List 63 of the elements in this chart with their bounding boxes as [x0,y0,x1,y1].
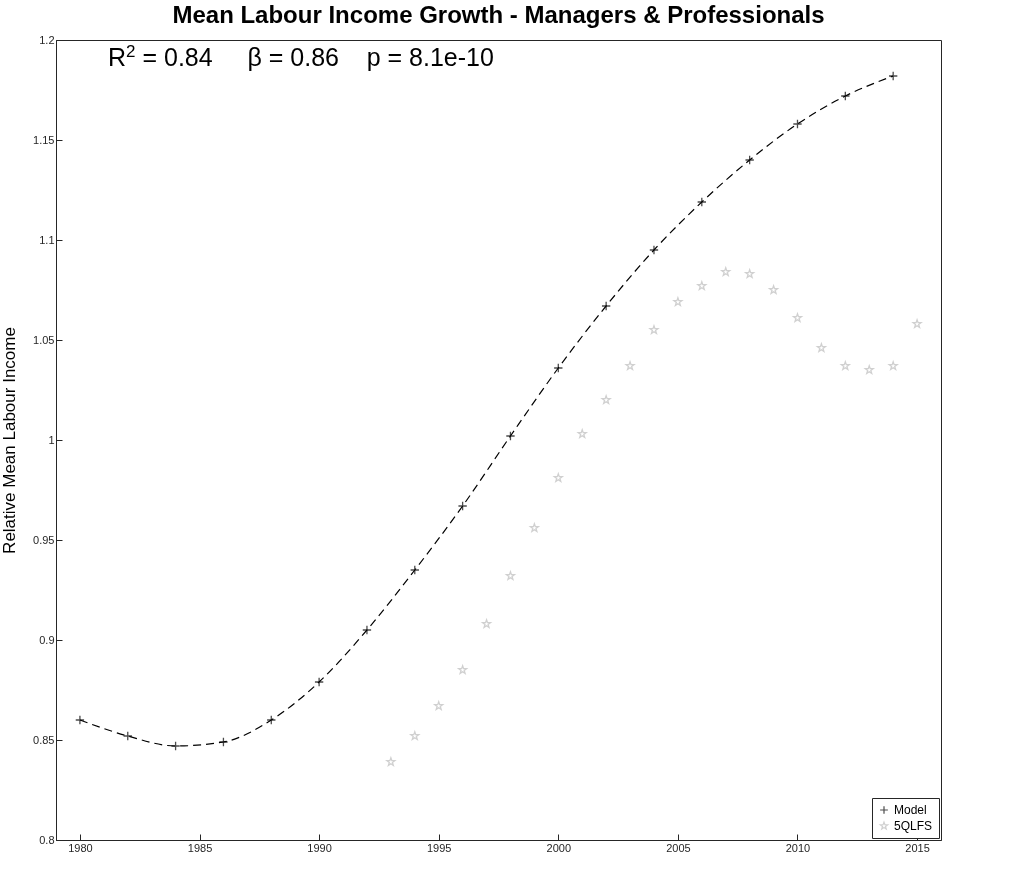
point [625,361,635,371]
point [75,715,85,725]
point [577,429,587,439]
point [601,301,611,311]
point [434,701,444,711]
point [170,741,181,751]
point [362,625,372,635]
y-tick-label: 0.9 [39,633,55,646]
x-tick-label: 1980 [68,841,93,854]
point [553,363,564,373]
x-tick-label: 1995 [426,841,452,854]
point [768,285,779,295]
point [481,619,492,629]
y-axis-title: Relative Mean Labour Income [0,327,20,554]
annotation: R$^{2}$ = 0.84 β = 0.86 p = 8.1e-10 [108,42,494,73]
y-tick-label: 0.85 [33,733,55,746]
y-tick-label: 1.05 [33,333,55,346]
point [792,313,803,323]
point [266,715,277,725]
point [721,267,731,277]
chart-title: Mean Labour Income Growth - Managers & Professionals [172,1,825,28]
point [386,757,396,767]
point [457,501,468,511]
point [840,91,851,101]
y-tick-label: 1.15 [33,133,55,146]
y-tick-label: 0.8 [39,833,55,846]
point [410,731,420,741]
point [696,197,707,207]
point [122,731,133,741]
point [553,473,563,483]
point [912,319,922,329]
x-tick-label: 2000 [546,841,572,854]
point [745,269,755,279]
point [888,361,898,371]
legend-label: Model [894,803,927,817]
point [409,565,420,575]
x-tick-label: 1990 [307,841,332,854]
point [649,245,659,255]
point [744,155,755,165]
point [529,523,540,533]
point [505,431,516,441]
point [314,677,324,687]
point [792,119,803,129]
x-tick-label: 2015 [905,841,930,854]
x-tick-label: 2010 [785,841,811,854]
point [697,281,707,291]
x-tick-label: 2005 [666,841,691,854]
point [649,325,659,335]
point [816,343,827,353]
y-tick-label: 0.95 [33,533,55,546]
point [218,737,229,747]
y-tick-label: 1 [48,433,55,446]
point [888,71,898,81]
x-tick-label: 1985 [187,841,213,854]
y-tick-label: 1.2 [39,33,55,46]
point [864,365,874,375]
legend-label: 5QLFS [894,819,933,833]
point [840,361,850,371]
point [673,297,683,307]
point [601,395,611,405]
point [457,665,468,675]
point [505,571,516,581]
y-tick-label: 1.1 [39,233,55,246]
